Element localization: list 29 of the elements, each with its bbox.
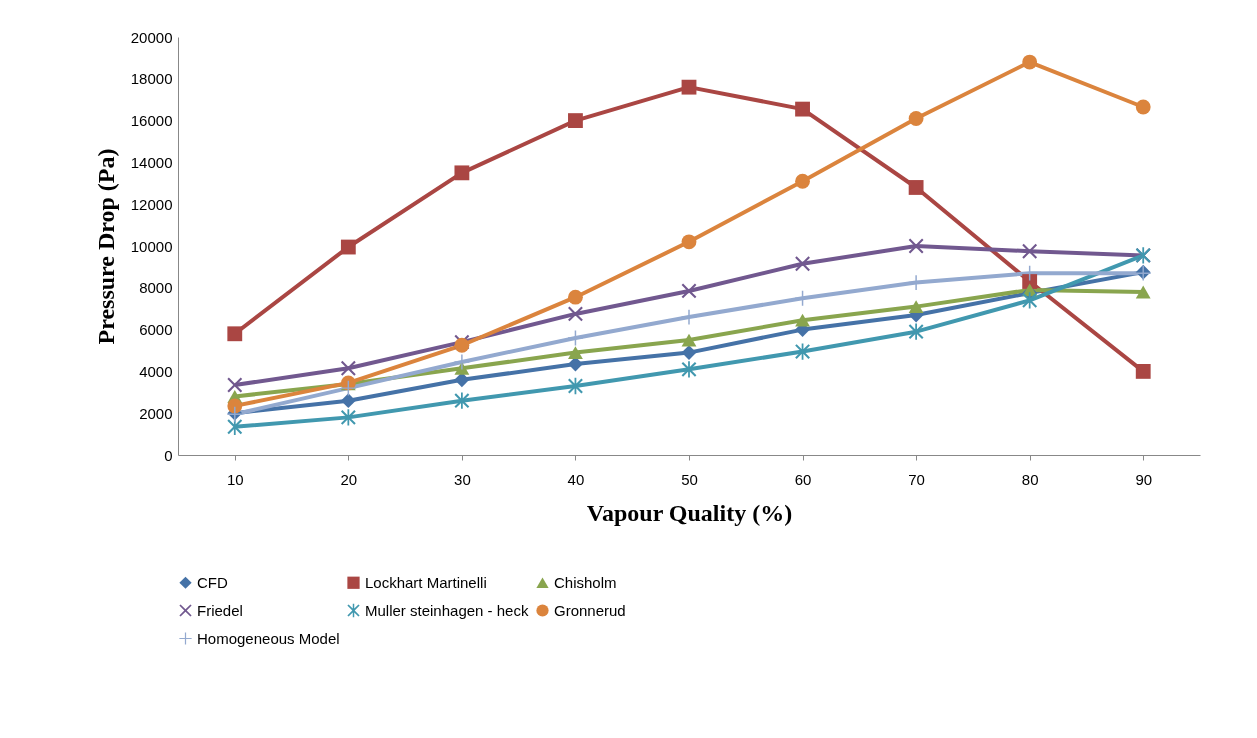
- x-tick-label: 70: [908, 470, 925, 488]
- y-tick-label: 20000: [130, 28, 173, 46]
- y-tick-label: 16000: [130, 112, 173, 130]
- x-tick-label: 80: [1021, 470, 1039, 488]
- y-tick-label: 14000: [130, 153, 173, 171]
- x-tick-label: 20: [340, 470, 358, 488]
- y-tick-label: 2000: [139, 404, 173, 422]
- x-tick-label: 60: [794, 470, 812, 488]
- x-tick-label: 50: [681, 470, 698, 488]
- legend-label: Gronnerud: [554, 601, 626, 619]
- x-axis-title: Vapour Quality (%): [586, 499, 793, 526]
- x-tick-label: 10: [226, 470, 244, 488]
- y-axis-title: Pressure Drop (Pa): [92, 148, 119, 345]
- legend-label: Lockhart Martinelli: [365, 573, 487, 591]
- y-tick-label: 6000: [139, 321, 173, 339]
- y-tick-label: 0: [164, 446, 173, 464]
- y-tick-label: 4000: [139, 362, 173, 380]
- y-tick-label: 8000: [139, 279, 173, 297]
- y-tick-label: 10000: [130, 237, 173, 255]
- legend-label: CFD: [197, 573, 228, 591]
- y-tick-label: 12000: [130, 195, 173, 213]
- x-tick-label: 30: [454, 470, 471, 488]
- y-tick-label: 18000: [130, 70, 173, 88]
- legend-label: Friedel: [197, 601, 243, 619]
- x-tick-label: 90: [1135, 470, 1153, 488]
- legend-label: Homogeneous Model: [197, 629, 340, 647]
- legend-label: Muller steinhagen - heck: [365, 601, 529, 619]
- legend-label: Chisholm: [554, 573, 617, 591]
- x-tick-label: 40: [567, 470, 585, 488]
